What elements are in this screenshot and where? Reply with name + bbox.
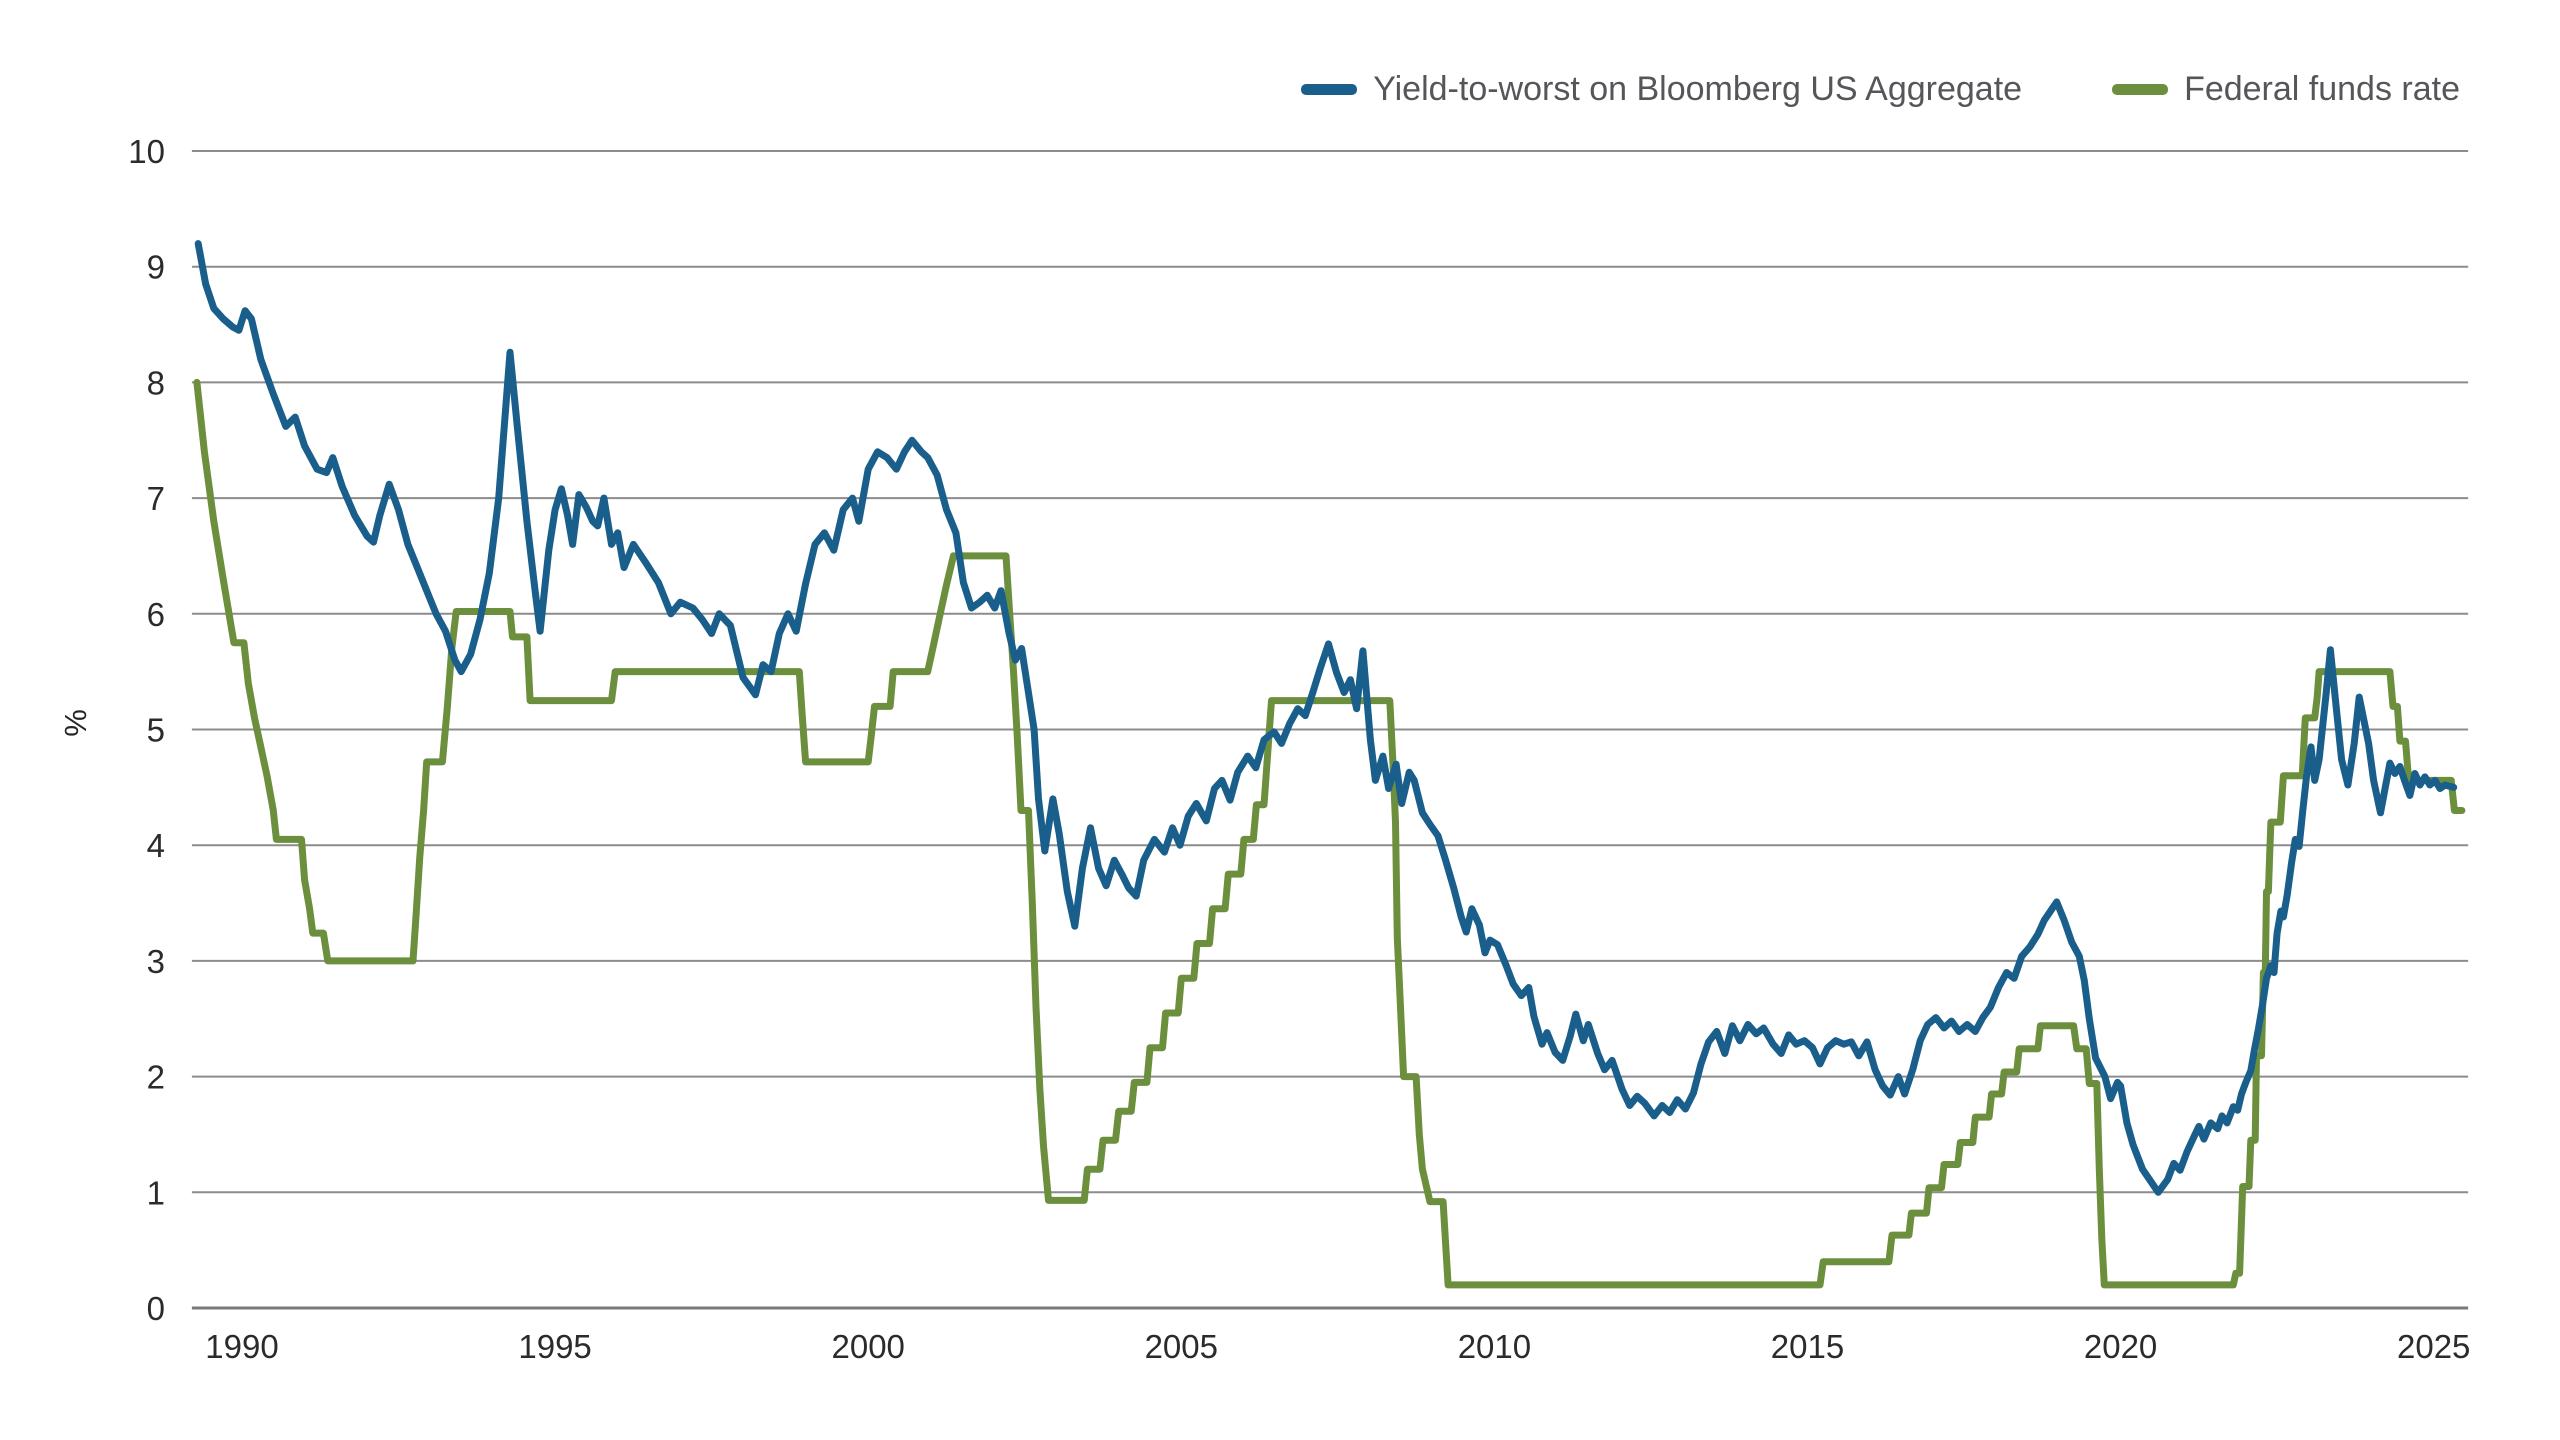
y-tick-label: 7 [147,480,165,517]
x-tick-label: 2025 [2397,1328,2470,1365]
legend-label: Federal funds rate [2184,70,2460,108]
y-tick-label: 1 [147,1174,165,1211]
x-tick-label: 2010 [1458,1328,1531,1365]
y-tick-label: 5 [147,712,165,749]
x-tick-label: 2000 [831,1328,904,1365]
y-tick-label: 8 [147,364,165,401]
y-tick-label: 10 [128,133,165,170]
x-tick-label: 2005 [1145,1328,1218,1365]
y-tick-label: 2 [147,1059,165,1096]
series-line-fed-funds [193,378,2466,1289]
y-tick-label: 0 [147,1290,165,1327]
fed-funds-series-swatch-icon [2112,84,2169,95]
y-axis-label: % [57,709,93,737]
x-tick-label: 2020 [2084,1328,2157,1365]
chart-legend: Yield-to-worst on Bloomberg US Aggregate… [1301,70,2460,109]
x-tick-label: 2015 [1771,1328,1844,1365]
y-tick-label: 9 [147,249,165,286]
yield-series-swatch-icon [1301,84,1358,95]
y-tick-label: 3 [147,943,165,980]
legend-label: Yield-to-worst on Bloomberg US Aggregate [1373,70,2023,108]
legend-item-fed-funds: Federal funds rate [2112,70,2460,109]
series-line-yield-to-worst [194,240,2458,1196]
y-tick-label: 6 [147,596,165,633]
x-tick-label: 1990 [205,1328,278,1365]
y-tick-label: 4 [147,827,165,864]
x-tick-label: 1995 [518,1328,591,1365]
legend-item-yield-to-worst: Yield-to-worst on Bloomberg US Aggregate [1301,70,2022,109]
